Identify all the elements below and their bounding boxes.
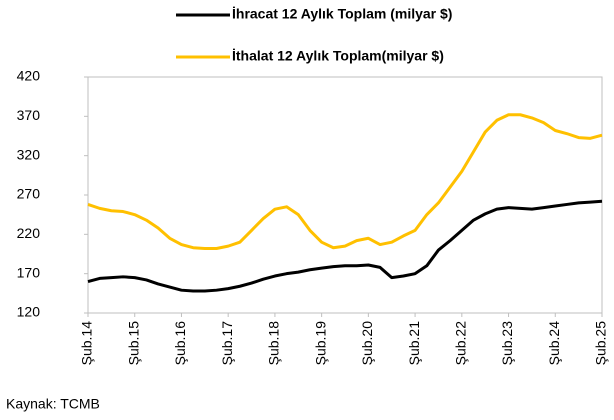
y-tick-label: 370 bbox=[17, 107, 41, 123]
x-tick-label: Şub.17 bbox=[219, 321, 235, 366]
series-line bbox=[87, 113, 603, 250]
y-tick-label: 270 bbox=[17, 186, 41, 202]
legend-label: İhracat 12 Aylık Toplam (milyar $) bbox=[232, 6, 452, 22]
y-tick-label: 420 bbox=[17, 68, 41, 84]
x-tick-label: Şub.23 bbox=[499, 321, 515, 366]
y-tick-label: 220 bbox=[17, 225, 41, 241]
x-tick-label: Şub.18 bbox=[266, 321, 282, 366]
x-tick-label: Şub.24 bbox=[546, 321, 562, 366]
y-tick-label: 320 bbox=[17, 146, 41, 162]
x-tick-label: Şub.21 bbox=[406, 321, 422, 366]
y-tick-label: 120 bbox=[17, 304, 41, 320]
x-tick-label: Şub.16 bbox=[172, 321, 188, 366]
x-tick-label: Şub.25 bbox=[593, 321, 609, 366]
legend-label: İthalat 12 Aylık Toplam(milyar $) bbox=[232, 48, 444, 64]
x-tick-label: Şub.15 bbox=[125, 321, 141, 366]
x-tick-label: Şub.20 bbox=[359, 321, 375, 366]
x-tick-label: Şub.14 bbox=[79, 321, 95, 366]
source: Kaynak: TCMB bbox=[6, 396, 100, 412]
x-tick-label: Şub.19 bbox=[312, 321, 328, 366]
y-tick-label: 170 bbox=[17, 264, 41, 280]
x-tick-label: Şub.22 bbox=[453, 321, 469, 366]
series-line bbox=[87, 199, 603, 293]
plot-frame bbox=[87, 76, 603, 314]
